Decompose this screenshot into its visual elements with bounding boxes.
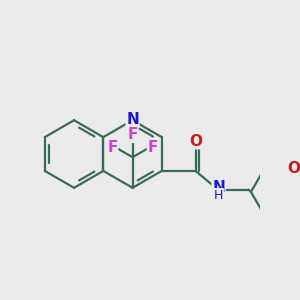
- Text: O: O: [189, 134, 202, 149]
- Text: O: O: [287, 160, 300, 175]
- Text: N: N: [126, 112, 139, 127]
- Text: N: N: [212, 180, 225, 195]
- Text: F: F: [148, 140, 158, 155]
- Text: H: H: [214, 189, 223, 202]
- Text: F: F: [107, 140, 118, 155]
- Text: F: F: [128, 127, 138, 142]
